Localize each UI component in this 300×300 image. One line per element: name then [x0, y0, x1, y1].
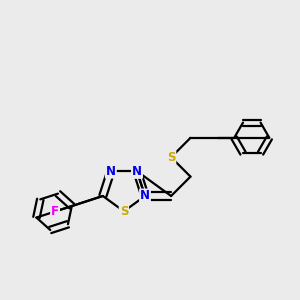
Text: N: N — [132, 165, 142, 178]
Text: S: S — [120, 205, 128, 218]
Text: S: S — [167, 151, 176, 164]
Text: N: N — [132, 165, 142, 178]
Text: N: N — [140, 190, 150, 202]
Text: N: N — [106, 165, 116, 178]
Text: F: F — [51, 205, 59, 218]
